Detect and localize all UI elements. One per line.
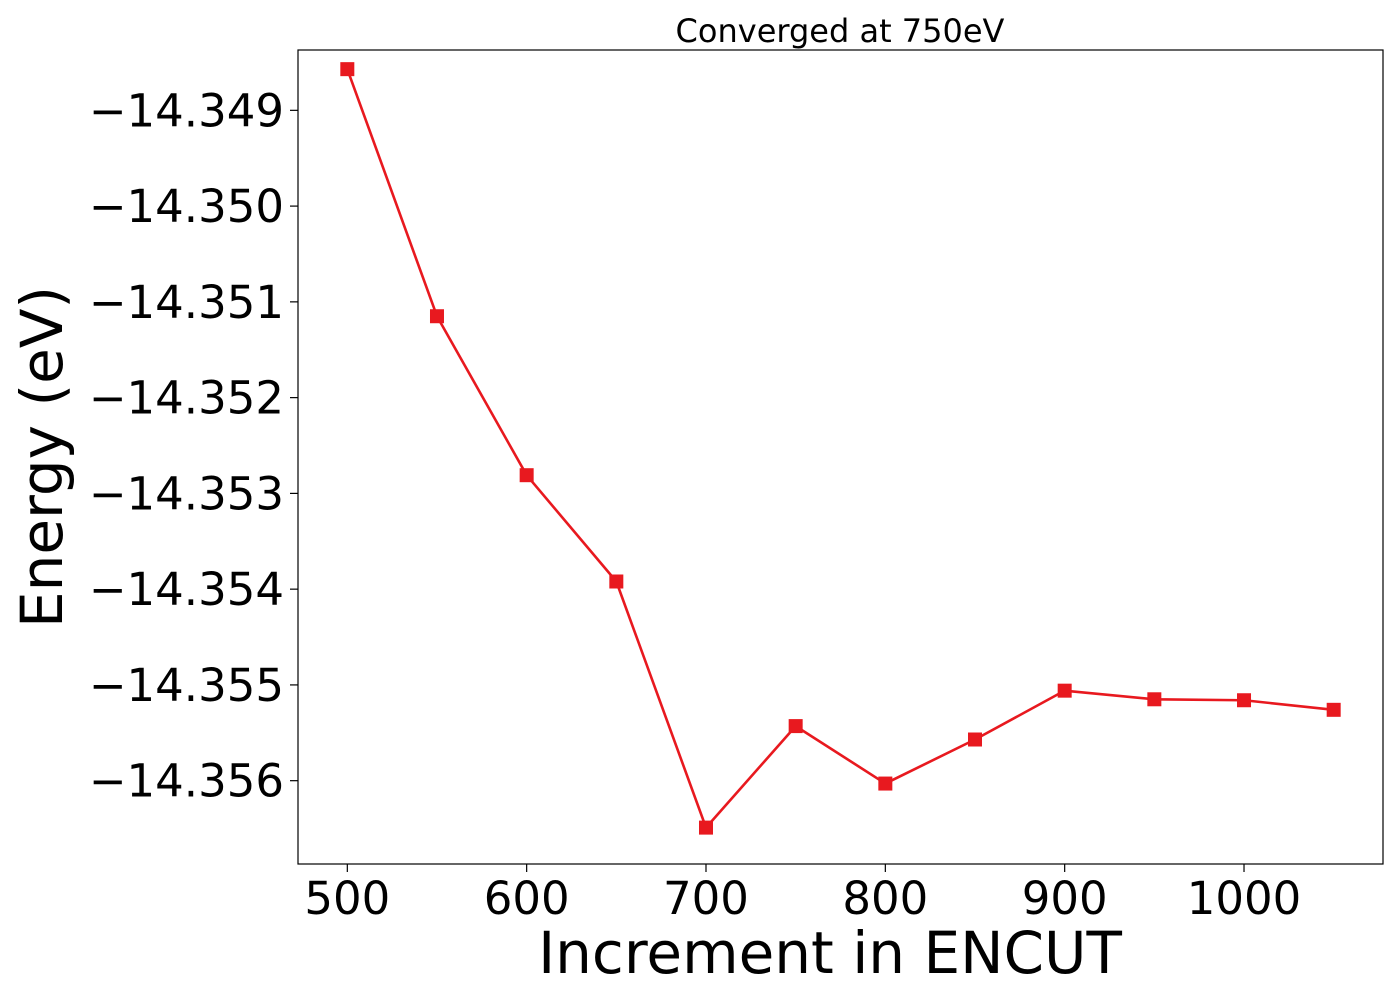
y-axis-label: Energy (eV)	[8, 286, 76, 628]
plot-frame	[297, 49, 1384, 865]
x-tick-label: 500	[304, 872, 390, 925]
data-point-marker	[698, 820, 713, 835]
y-tick-label: −14.350	[89, 180, 284, 233]
data-point-marker	[968, 732, 983, 747]
y-tick-label: −14.351	[89, 276, 284, 329]
data-point-marker	[1326, 702, 1341, 717]
series-line	[346, 68, 1334, 829]
y-tick-label: −14.349	[89, 84, 284, 137]
x-tick-label: 600	[484, 872, 570, 925]
x-tick-label: 700	[663, 872, 749, 925]
data-point-marker	[1057, 683, 1072, 698]
y-tick-label: −14.353	[89, 467, 284, 520]
y-tick-label: −14.356	[89, 755, 284, 808]
y-axis-ticks: −14.349 −14.350 −14.351 −14.352 −14.353 −14.3…	[89, 84, 298, 808]
x-tick-label: 1000	[1187, 872, 1302, 925]
data-point-marker	[788, 719, 803, 734]
data-point-marker	[1237, 693, 1252, 708]
data-point-marker	[609, 574, 624, 589]
plot-area	[297, 49, 1384, 865]
y-tick-label: −14.355	[89, 659, 284, 712]
data-point-marker	[519, 468, 534, 483]
x-axis-label: Increment in ENCUT	[538, 919, 1122, 987]
chart-title: Converged at 750eV	[676, 12, 1005, 50]
x-tick-label: 800	[842, 872, 928, 925]
x-tick-label: 900	[1022, 872, 1108, 925]
data-point-marker	[878, 776, 893, 791]
y-tick-label: −14.352	[89, 372, 284, 425]
data-point-marker	[429, 309, 444, 324]
y-tick-label: −14.354	[89, 563, 284, 616]
data-point-marker	[1147, 692, 1162, 707]
x-axis-ticks: 500 600 700 800 900 1000	[304, 864, 1301, 925]
data-point-marker	[340, 62, 355, 77]
